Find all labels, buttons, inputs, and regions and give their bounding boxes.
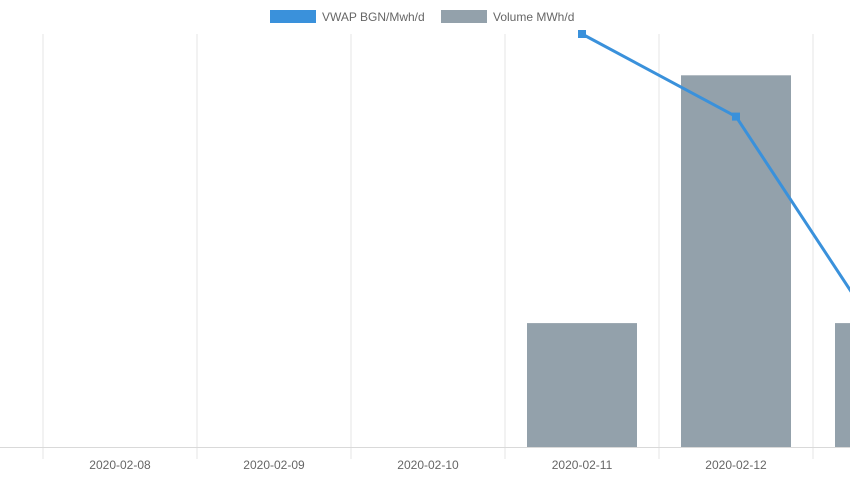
grid [0, 34, 850, 459]
x-tick-label: 2020-02-09 [243, 458, 305, 472]
legend-label-volume[interactable]: Volume MWh/d [493, 10, 574, 24]
x-axis-ticks: 2020-02-08 2020-02-09 2020-02-10 2020-02-11… [89, 458, 767, 472]
legend-swatch-volume[interactable] [441, 10, 487, 23]
x-tick-label: 2020-02-10 [397, 458, 459, 472]
volume-bar[interactable] [835, 323, 850, 447]
volume-bars [527, 75, 850, 448]
volume-bar[interactable] [681, 75, 791, 448]
x-tick-label: 2020-02-12 [705, 458, 767, 472]
vwap-point[interactable] [732, 112, 740, 121]
vwap-point[interactable] [578, 30, 586, 38]
x-tick-label: 2020-02-11 [552, 458, 613, 472]
legend-swatch-vwap[interactable] [270, 10, 316, 23]
legend: VWAP BGN/Mwh/d Volume MWh/d [270, 10, 574, 24]
vwap-line-series [578, 30, 850, 293]
x-tick-label: 2020-02-08 [89, 458, 151, 472]
legend-label-vwap[interactable]: VWAP BGN/Mwh/d [322, 10, 425, 24]
volume-bar[interactable] [527, 323, 637, 447]
